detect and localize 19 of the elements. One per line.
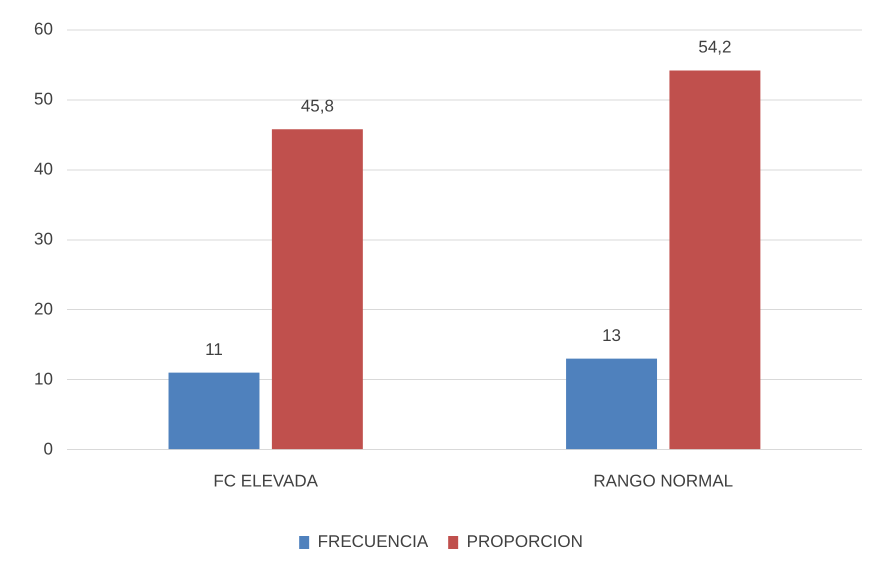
data-label: 45,8 <box>300 96 334 116</box>
y-tick-label: 60 <box>34 20 53 39</box>
legend-label: PROPORCION <box>466 532 583 552</box>
bar <box>566 358 658 450</box>
data-label: 11 <box>205 340 223 359</box>
y-tick-label: 20 <box>34 299 53 318</box>
bar <box>669 70 760 450</box>
y-tick-label: 0 <box>43 439 53 458</box>
data-label: 13 <box>602 326 622 345</box>
x-tick-label: RANGO NORMAL <box>593 471 734 490</box>
y-tick-label: 50 <box>34 90 53 109</box>
y-tick-label: 10 <box>34 369 53 388</box>
data-label: 54,2 <box>698 38 732 57</box>
bar <box>272 129 363 450</box>
y-tick-label: 40 <box>34 160 53 179</box>
x-tick-label: FC ELEVADA <box>213 471 319 490</box>
legend-label: FRECUENCIA <box>318 532 429 552</box>
y-tick-label: 30 <box>34 229 53 248</box>
bar <box>168 372 260 450</box>
